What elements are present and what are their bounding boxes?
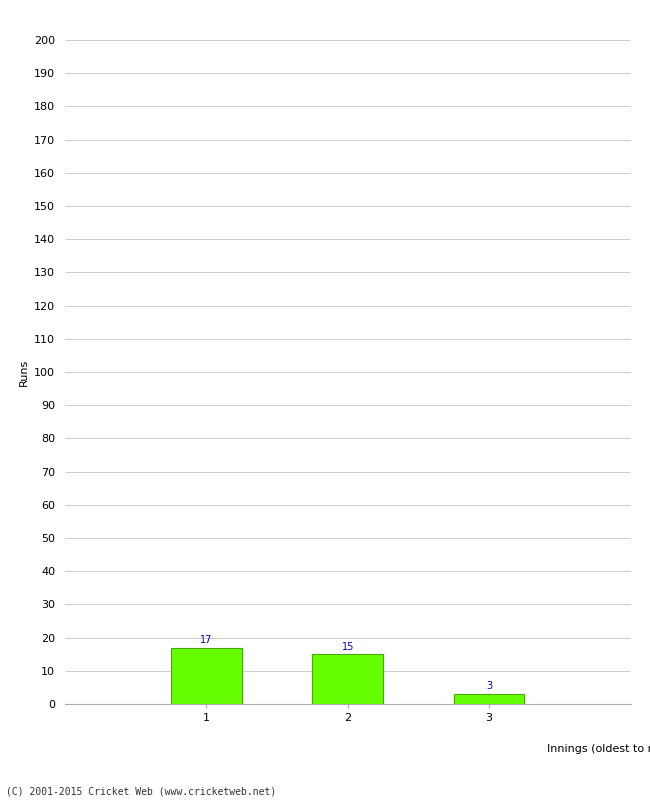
Text: 17: 17 <box>200 635 213 645</box>
Y-axis label: Runs: Runs <box>19 358 29 386</box>
X-axis label: Innings (oldest to newest): Innings (oldest to newest) <box>547 744 650 754</box>
Bar <box>454 694 525 704</box>
Bar <box>313 654 383 704</box>
Bar <box>171 647 242 704</box>
Text: 15: 15 <box>341 642 354 651</box>
Text: 3: 3 <box>486 682 492 691</box>
Text: (C) 2001-2015 Cricket Web (www.cricketweb.net): (C) 2001-2015 Cricket Web (www.cricketwe… <box>6 786 277 796</box>
